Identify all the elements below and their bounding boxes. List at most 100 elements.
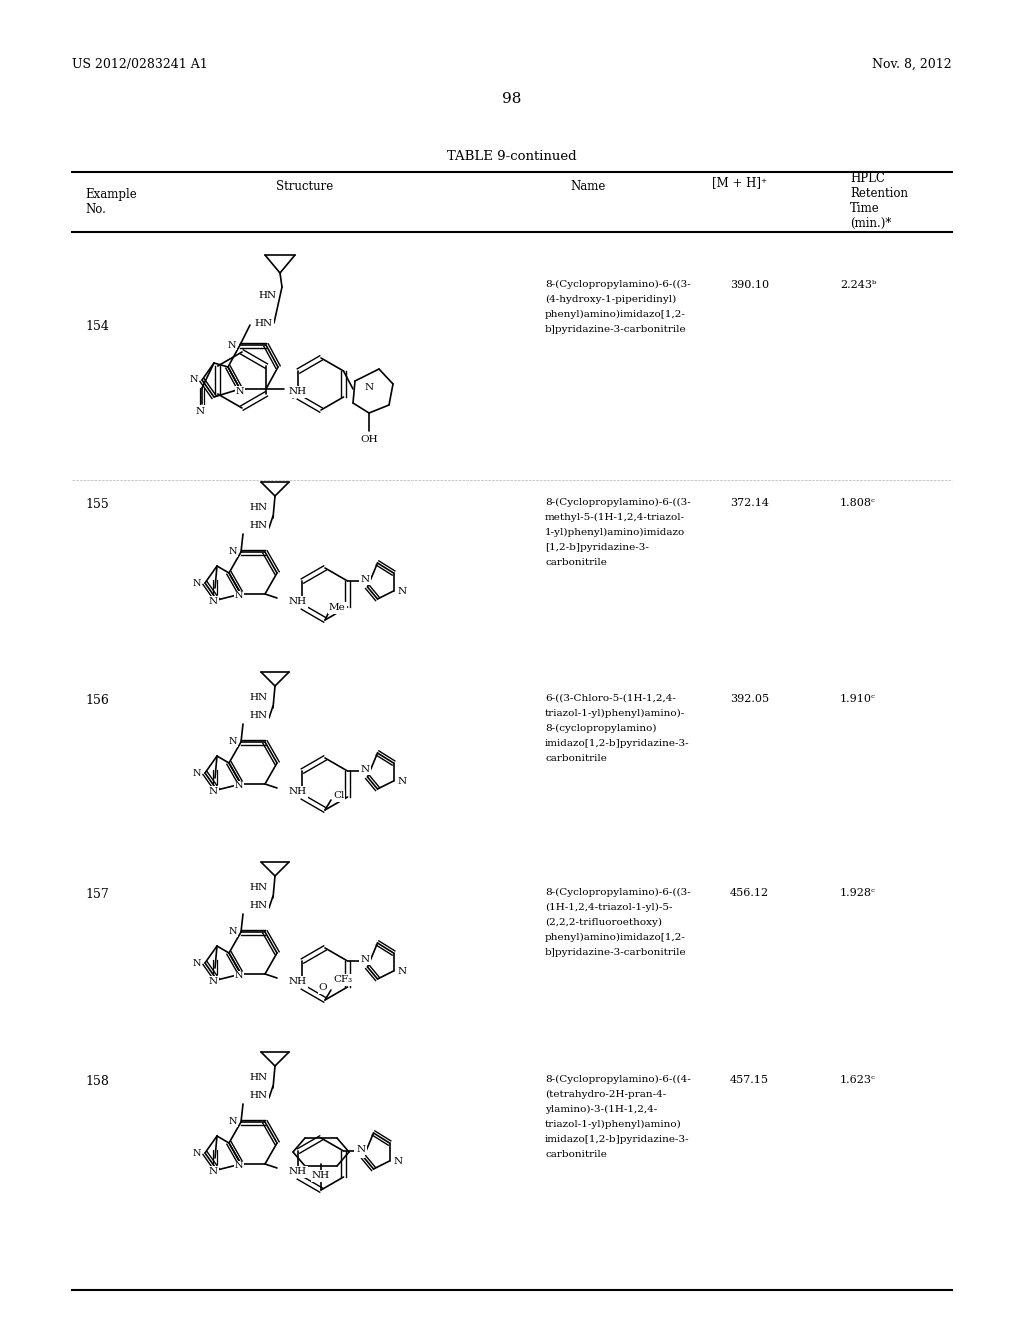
Text: O: O [318, 983, 328, 993]
Text: [1,2-b]pyridazine-3-: [1,2-b]pyridazine-3- [545, 543, 649, 552]
Text: 8-(cyclopropylamino): 8-(cyclopropylamino) [545, 723, 656, 733]
Text: Structure: Structure [276, 180, 334, 193]
Text: 157: 157 [85, 888, 109, 902]
Text: 158: 158 [85, 1074, 109, 1088]
Text: 1-yl)phenyl)amino)imidazo: 1-yl)phenyl)amino)imidazo [545, 528, 685, 537]
Text: NH: NH [289, 788, 307, 796]
Text: (4-hydroxy-1-piperidinyl): (4-hydroxy-1-piperidinyl) [545, 294, 676, 304]
Text: US 2012/0283241 A1: US 2012/0283241 A1 [72, 58, 208, 71]
Text: NH: NH [289, 388, 307, 396]
Text: carbonitrile: carbonitrile [545, 1150, 607, 1159]
Text: N: N [228, 928, 237, 936]
Text: N: N [209, 978, 217, 986]
Text: b]pyridazine-3-carbonitrile: b]pyridazine-3-carbonitrile [545, 948, 687, 957]
Text: N: N [196, 408, 205, 417]
Text: 1.928ᶜ: 1.928ᶜ [840, 888, 876, 898]
Text: HN: HN [250, 1092, 268, 1101]
Text: ylamino)-3-(1H-1,2,4-: ylamino)-3-(1H-1,2,4- [545, 1105, 657, 1114]
Text: NH: NH [289, 1167, 307, 1176]
Text: imidazo[1,2-b]pyridazine-3-: imidazo[1,2-b]pyridazine-3- [545, 1135, 689, 1144]
Text: 6-((3-Chloro-5-(1H-1,2,4-: 6-((3-Chloro-5-(1H-1,2,4- [545, 694, 676, 704]
Text: N: N [228, 1118, 237, 1126]
Text: N: N [397, 586, 407, 595]
Text: HN: HN [255, 318, 273, 327]
Text: (tetrahydro-2H-pran-4-: (tetrahydro-2H-pran-4- [545, 1090, 667, 1100]
Text: N: N [365, 383, 374, 392]
Text: HN: HN [250, 503, 268, 512]
Text: imidazo[1,2-b]pyridazine-3-: imidazo[1,2-b]pyridazine-3- [545, 739, 689, 748]
Text: NH: NH [289, 978, 307, 986]
Text: HN: HN [259, 290, 278, 300]
Text: HN: HN [250, 902, 268, 911]
Text: HN: HN [250, 521, 268, 531]
Text: N: N [236, 387, 244, 396]
Text: Nov. 8, 2012: Nov. 8, 2012 [872, 58, 952, 71]
Text: Me: Me [329, 603, 346, 612]
Text: carbonitrile: carbonitrile [545, 754, 607, 763]
Text: N: N [228, 738, 237, 747]
Text: triazol-1-yl)phenyl)amino)-: triazol-1-yl)phenyl)amino)- [545, 709, 685, 718]
Text: 155: 155 [85, 498, 109, 511]
Text: N: N [360, 764, 370, 774]
Text: CF₃: CF₃ [333, 975, 352, 985]
Text: [M + H]⁺: [M + H]⁺ [713, 176, 768, 189]
Text: N: N [397, 966, 407, 975]
Text: Name: Name [570, 180, 605, 193]
Text: N: N [234, 972, 243, 981]
Text: N: N [228, 548, 237, 557]
Text: 392.05: 392.05 [730, 694, 769, 704]
Text: N: N [397, 776, 407, 785]
Text: N: N [234, 591, 243, 601]
Text: N: N [209, 1167, 217, 1176]
Text: N: N [193, 1148, 201, 1158]
Text: phenyl)amino)imidazo[1,2-: phenyl)amino)imidazo[1,2- [545, 310, 686, 319]
Text: N: N [393, 1156, 402, 1166]
Text: N: N [209, 598, 217, 606]
Text: 8-(Cyclopropylamino)-6-((3-: 8-(Cyclopropylamino)-6-((3- [545, 888, 691, 898]
Text: 1.623ᶜ: 1.623ᶜ [840, 1074, 876, 1085]
Text: N: N [209, 788, 217, 796]
Text: O: O [355, 1147, 364, 1156]
Text: N: N [189, 375, 198, 384]
Text: (2,2,2-trifluoroethoxy): (2,2,2-trifluoroethoxy) [545, 917, 662, 927]
Text: NH: NH [312, 1172, 330, 1180]
Text: 457.15: 457.15 [730, 1074, 769, 1085]
Text: 390.10: 390.10 [730, 280, 769, 290]
Text: N: N [360, 954, 370, 964]
Text: Example
No.: Example No. [85, 187, 137, 216]
Text: NH: NH [289, 598, 307, 606]
Text: 1.910ᶜ: 1.910ᶜ [840, 694, 876, 704]
Text: HN: HN [250, 711, 268, 721]
Text: N: N [356, 1144, 366, 1154]
Text: 8-(Cyclopropylamino)-6-((4-: 8-(Cyclopropylamino)-6-((4- [545, 1074, 691, 1084]
Text: 8-(Cyclopropylamino)-6-((3-: 8-(Cyclopropylamino)-6-((3- [545, 498, 691, 507]
Text: 98: 98 [503, 92, 521, 106]
Text: N: N [193, 578, 201, 587]
Text: Cl: Cl [333, 792, 344, 800]
Text: phenyl)amino)imidazo[1,2-: phenyl)amino)imidazo[1,2- [545, 933, 686, 942]
Text: 2.243ᵇ: 2.243ᵇ [840, 280, 877, 290]
Text: N: N [227, 341, 236, 350]
Text: HN: HN [250, 1073, 268, 1082]
Text: N: N [193, 768, 201, 777]
Text: triazol-1-yl)phenyl)amino): triazol-1-yl)phenyl)amino) [545, 1119, 682, 1129]
Text: N: N [193, 958, 201, 968]
Text: b]pyridazine-3-carbonitrile: b]pyridazine-3-carbonitrile [545, 325, 687, 334]
Text: N: N [234, 781, 243, 791]
Text: 1.808ᶜ: 1.808ᶜ [840, 498, 876, 508]
Text: 372.14: 372.14 [730, 498, 769, 508]
Text: 456.12: 456.12 [730, 888, 769, 898]
Text: 8-(Cyclopropylamino)-6-((3-: 8-(Cyclopropylamino)-6-((3- [545, 280, 691, 289]
Text: carbonitrile: carbonitrile [545, 558, 607, 568]
Text: HPLC
Retention
Time
(min.)*: HPLC Retention Time (min.)* [850, 172, 908, 230]
Text: HN: HN [250, 883, 268, 892]
Text: methyl-5-(1H-1,2,4-triazol-: methyl-5-(1H-1,2,4-triazol- [545, 513, 685, 523]
Text: 154: 154 [85, 319, 109, 333]
Text: TABLE 9-continued: TABLE 9-continued [447, 150, 577, 162]
Text: (1H-1,2,4-triazol-1-yl)-5-: (1H-1,2,4-triazol-1-yl)-5- [545, 903, 673, 912]
Text: HN: HN [250, 693, 268, 702]
Text: N: N [360, 574, 370, 583]
Text: 156: 156 [85, 694, 109, 708]
Text: N: N [234, 1162, 243, 1171]
Text: OH: OH [360, 434, 378, 444]
